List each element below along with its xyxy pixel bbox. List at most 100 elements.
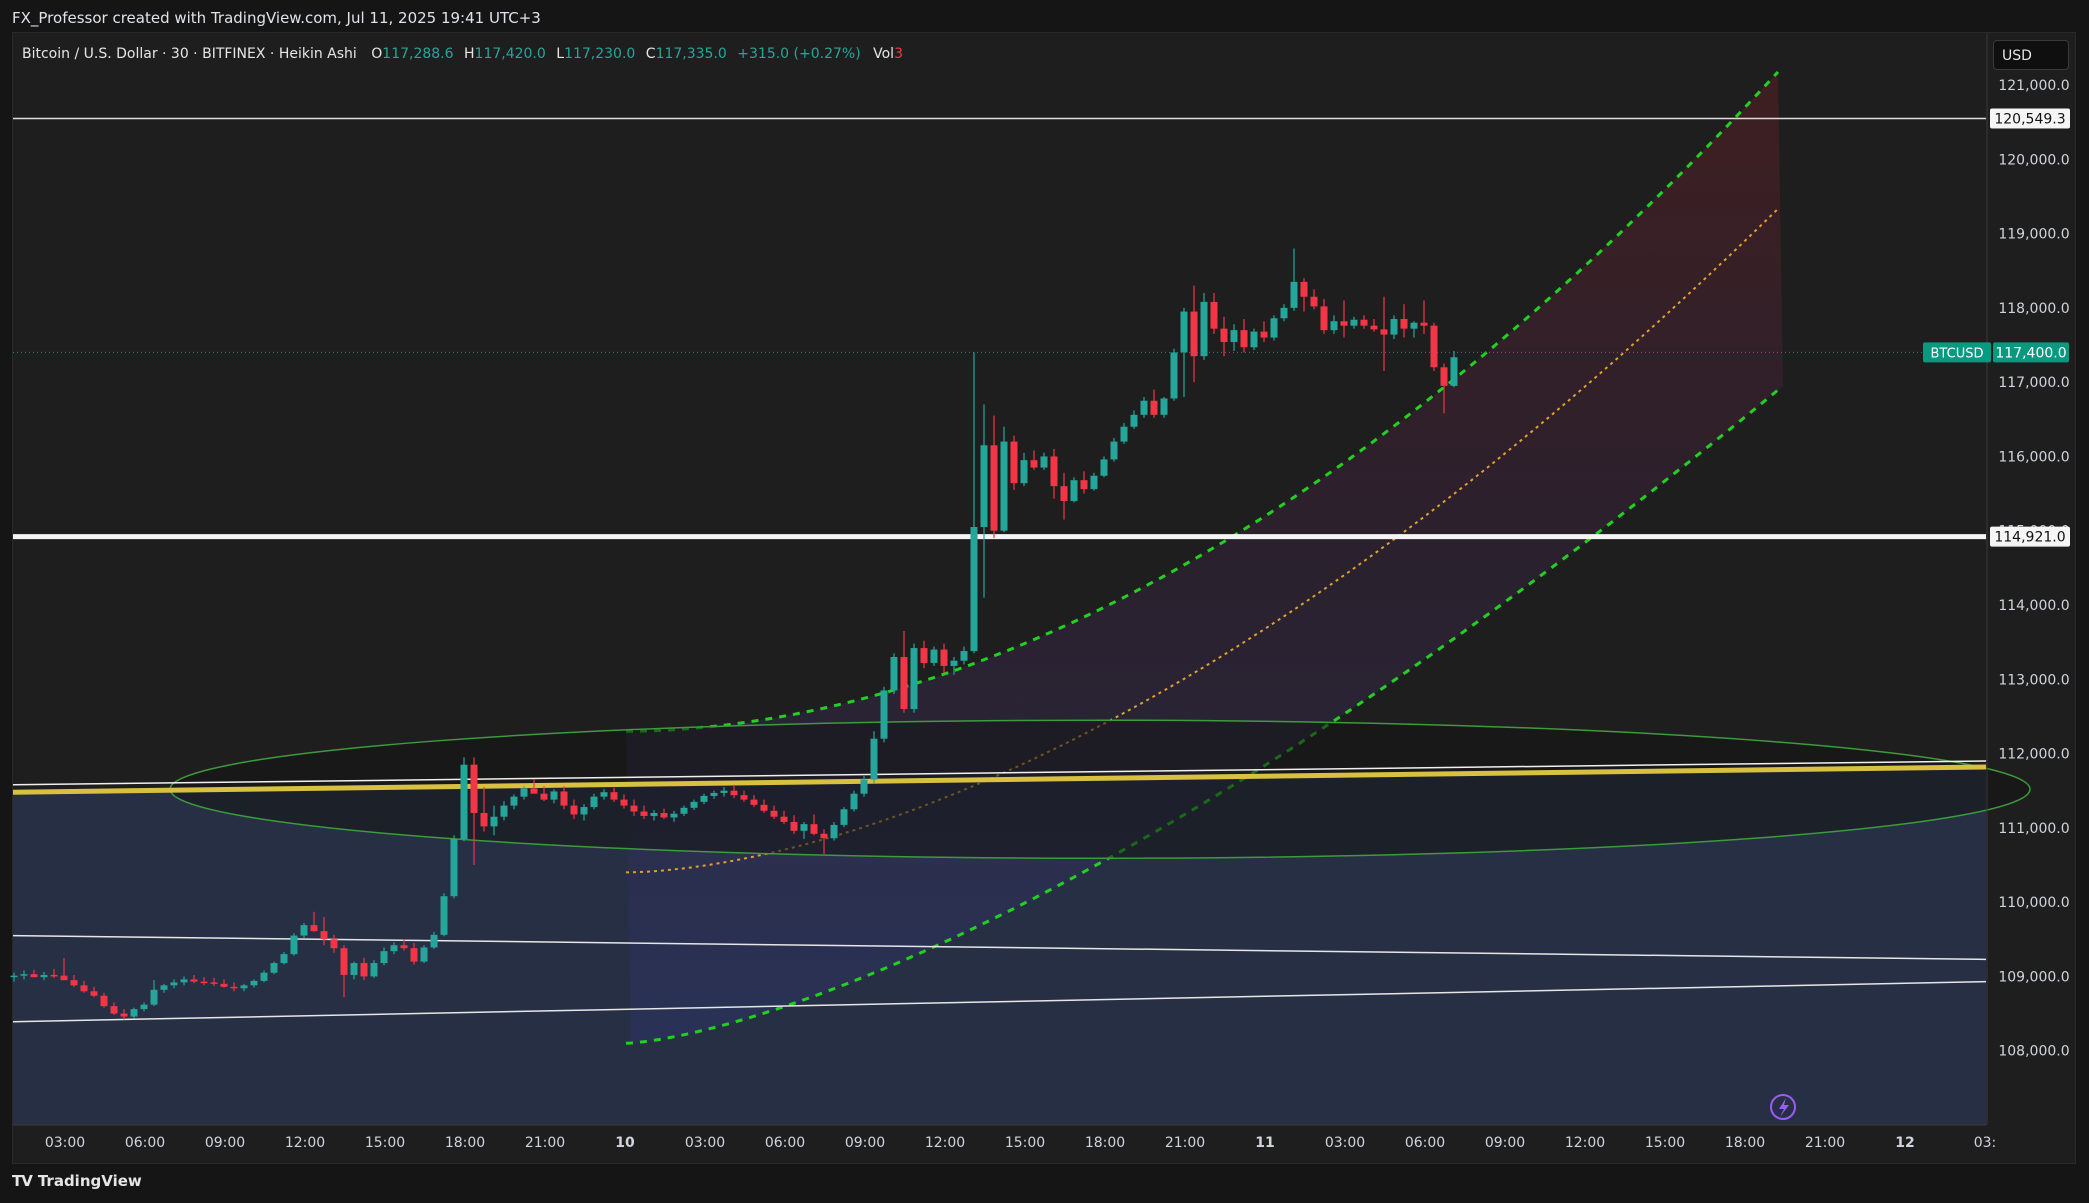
price-tick-label: 121,000.0 bbox=[1998, 78, 2069, 94]
ascending-trendline[interactable] bbox=[12, 980, 1987, 1023]
lightning-bolt-icon bbox=[1779, 1098, 1789, 1117]
tradingview-brand: TradingView bbox=[37, 1172, 142, 1190]
candle-body bbox=[150, 989, 158, 1005]
candle-body bbox=[1380, 329, 1388, 335]
candle bbox=[430, 931, 438, 949]
candle-body bbox=[880, 690, 888, 739]
candle-body bbox=[120, 1013, 128, 1017]
candle bbox=[480, 787, 488, 832]
candle bbox=[1100, 456, 1108, 478]
candle bbox=[780, 810, 788, 825]
candle bbox=[1340, 300, 1348, 338]
candle-body bbox=[720, 790, 728, 793]
candle bbox=[1300, 278, 1308, 312]
candle-body bbox=[530, 788, 538, 794]
descending-trendline[interactable] bbox=[12, 934, 1987, 961]
candle-body bbox=[1130, 414, 1138, 427]
candle bbox=[1450, 350, 1458, 388]
candle-body bbox=[660, 813, 668, 818]
time-tick-label: 12:00 bbox=[925, 1135, 965, 1151]
lightning-icon[interactable] bbox=[1770, 1094, 1796, 1120]
candle bbox=[670, 810, 678, 822]
time-tick-label: 09:00 bbox=[1485, 1135, 1525, 1151]
level-price-tag[interactable] bbox=[1990, 526, 2070, 547]
candle bbox=[420, 945, 428, 964]
candle bbox=[490, 805, 498, 836]
candle bbox=[600, 789, 608, 800]
candle-body bbox=[990, 445, 998, 531]
time-tick-label: 06:00 bbox=[765, 1135, 805, 1151]
time-tick-label: 03: bbox=[1974, 1135, 1997, 1151]
candle bbox=[500, 801, 508, 821]
currency-button[interactable]: USD bbox=[1993, 40, 2069, 70]
support-trendline[interactable] bbox=[12, 764, 1987, 795]
symbol-title[interactable]: Bitcoin / U.S. Dollar · 30 · BITFINEX · … bbox=[22, 46, 357, 62]
candle-body bbox=[1180, 311, 1188, 353]
candle-body bbox=[310, 925, 318, 932]
candle-body bbox=[40, 974, 48, 978]
candle-body bbox=[830, 824, 838, 839]
candle bbox=[1200, 293, 1208, 360]
candle bbox=[180, 976, 188, 986]
candle-body bbox=[1140, 400, 1148, 415]
candle bbox=[140, 1002, 148, 1012]
candle bbox=[830, 821, 838, 841]
candle-body bbox=[70, 980, 78, 986]
price-tick-label: 120,000.0 bbox=[1998, 152, 2069, 168]
candle-body bbox=[390, 945, 398, 952]
candle-body bbox=[810, 824, 818, 834]
candle-body bbox=[30, 974, 38, 978]
level-price-label: 114,921.0 bbox=[1994, 530, 2065, 546]
candle-body bbox=[1020, 460, 1028, 484]
candle-body bbox=[270, 963, 278, 973]
channel-lower-line[interactable] bbox=[625, 388, 1779, 1045]
symbol-tag[interactable] bbox=[1923, 342, 1991, 363]
candle bbox=[960, 646, 968, 665]
candle-body bbox=[1360, 319, 1368, 326]
level-price-tag[interactable] bbox=[1990, 108, 2070, 129]
candle-body bbox=[900, 657, 908, 709]
candle bbox=[1170, 348, 1178, 401]
time-tick-label: 06:00 bbox=[125, 1135, 165, 1151]
time-tick-label: 21:00 bbox=[525, 1135, 565, 1151]
candle-body bbox=[1170, 352, 1178, 399]
candle-body bbox=[1000, 441, 1008, 531]
symbol-tag-label: BTCUSD bbox=[1931, 346, 1984, 361]
candle-body bbox=[1420, 322, 1428, 326]
candle-body bbox=[960, 651, 968, 661]
candle bbox=[1370, 319, 1378, 332]
candle bbox=[1270, 315, 1278, 341]
consolidation-ellipse[interactable] bbox=[169, 719, 2031, 859]
candle bbox=[280, 951, 288, 965]
price-tick-label: 114,000.0 bbox=[1998, 598, 2069, 614]
candle bbox=[1210, 293, 1218, 334]
current-price-tag[interactable] bbox=[1993, 342, 2069, 363]
candle-body bbox=[1250, 331, 1258, 348]
candle-body bbox=[540, 793, 548, 800]
time-tick-label: 21:00 bbox=[1165, 1135, 1205, 1151]
time-tick-label: 18:00 bbox=[445, 1135, 485, 1151]
candle bbox=[950, 657, 958, 675]
candle-body bbox=[180, 979, 188, 983]
candle bbox=[790, 815, 798, 834]
tradingview-logo[interactable]: TV TradingView bbox=[12, 1168, 142, 1194]
time-tick-label: 15:00 bbox=[1645, 1135, 1685, 1151]
candle bbox=[570, 799, 578, 819]
candle bbox=[1190, 285, 1198, 383]
candle-body bbox=[610, 792, 618, 800]
candle bbox=[10, 972, 18, 982]
candle-body bbox=[10, 975, 18, 978]
channel-mid-line[interactable] bbox=[625, 208, 1779, 874]
candle bbox=[70, 974, 78, 987]
candle bbox=[1000, 426, 1008, 533]
candle-body bbox=[840, 809, 848, 825]
candle bbox=[50, 969, 58, 978]
candle bbox=[760, 799, 768, 813]
candle-body bbox=[210, 982, 218, 984]
low-label: L bbox=[556, 46, 565, 62]
candle bbox=[560, 786, 568, 810]
support-trendline-upper[interactable] bbox=[12, 760, 1987, 786]
candle bbox=[460, 757, 468, 842]
time-tick-label: 12 bbox=[1895, 1135, 1914, 1151]
